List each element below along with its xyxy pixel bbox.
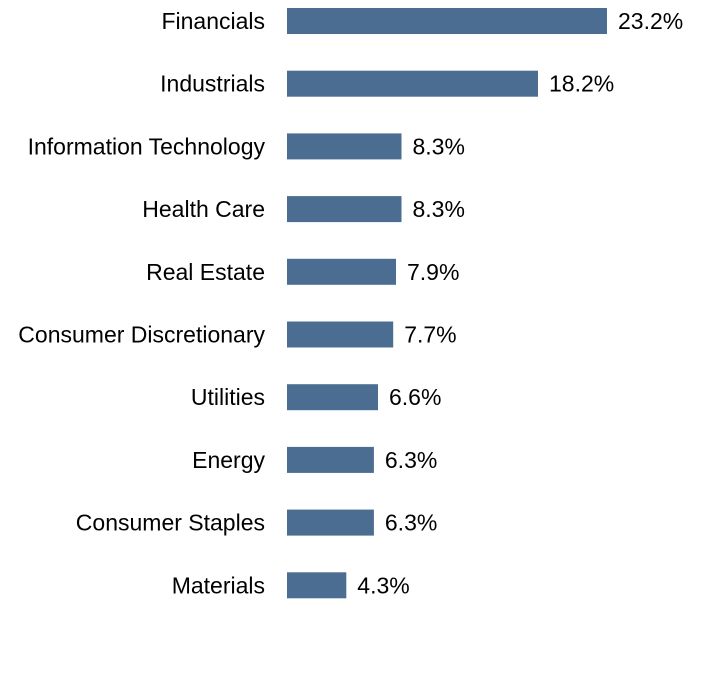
bar-information-technology: [287, 133, 402, 160]
value-label: 18.2%: [549, 71, 614, 97]
category-label: Financials: [161, 8, 265, 34]
category-label: Materials: [172, 572, 265, 598]
bars: [287, 8, 607, 599]
category-label: Information Technology: [28, 133, 266, 159]
bar-real-estate: [287, 258, 396, 285]
category-label: Consumer Staples: [76, 510, 265, 536]
category-label: Health Care: [142, 196, 265, 222]
category-label: Industrials: [160, 71, 265, 97]
value-label: 4.3%: [357, 572, 409, 598]
bar-energy: [287, 446, 374, 473]
category-label: Utilities: [191, 384, 265, 410]
value-labels: 23.2% 18.2% 8.3% 8.3% 7.9% 7.7% 6.6% 6.3% 6.3% 4.…: [357, 8, 683, 598]
category-label: Real Estate: [146, 259, 265, 285]
bar-health-care: [287, 196, 402, 223]
bar-utilities: [287, 384, 378, 411]
value-label: 6.6%: [389, 384, 441, 410]
bar-materials: [287, 572, 347, 599]
value-label: 7.9%: [407, 259, 459, 285]
value-label: 6.3%: [385, 447, 437, 473]
value-label: 6.3%: [385, 510, 437, 536]
category-label: Energy: [192, 447, 265, 473]
value-label: 8.3%: [413, 196, 465, 222]
bar-consumer-discretionary: [287, 321, 394, 348]
value-label: 23.2%: [618, 8, 683, 34]
value-label: 7.7%: [404, 322, 456, 348]
bar-industrials: [287, 70, 538, 97]
bar-consumer-staples: [287, 509, 374, 536]
value-label: 8.3%: [413, 133, 465, 159]
bar-financials: [287, 8, 607, 34]
category-label: Consumer Discretionary: [18, 322, 265, 348]
category-labels: Financials Industrials Information Technol…: [18, 8, 265, 598]
